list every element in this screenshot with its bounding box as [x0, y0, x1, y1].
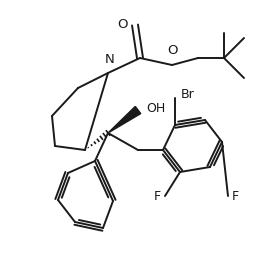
Text: F: F: [232, 189, 239, 203]
Text: Br: Br: [181, 87, 195, 101]
Text: F: F: [154, 189, 161, 203]
Polygon shape: [108, 107, 141, 133]
Text: OH: OH: [146, 101, 165, 115]
Text: O: O: [167, 44, 177, 57]
Text: O: O: [118, 19, 128, 31]
Text: N: N: [105, 53, 115, 66]
